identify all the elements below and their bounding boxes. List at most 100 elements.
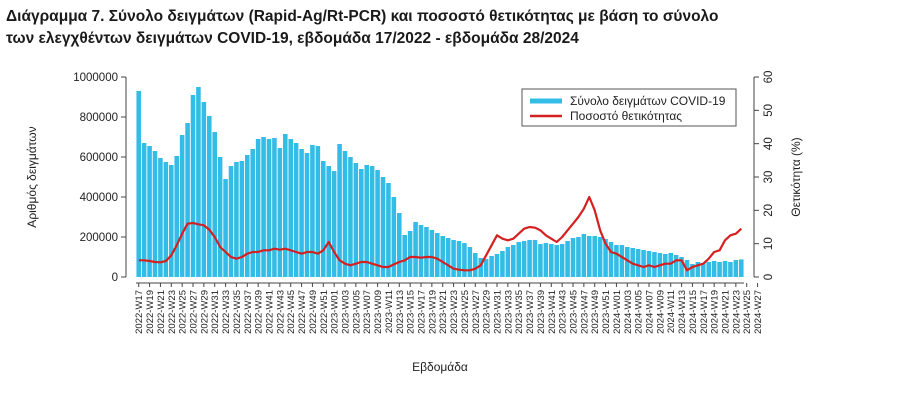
bar	[608, 242, 614, 277]
x-tick-label: 2023-W35	[514, 290, 525, 334]
bar	[462, 243, 467, 277]
positivity-line	[138, 195, 743, 272]
bar	[158, 158, 163, 277]
bar	[581, 234, 587, 277]
x-tick-label: 2023-W23	[449, 290, 460, 334]
bar	[663, 254, 668, 277]
bar	[722, 261, 728, 277]
bar	[283, 134, 288, 277]
x-tick-label: 2024-W21	[721, 290, 732, 334]
y-tick-label: 0	[112, 272, 118, 284]
bar	[169, 165, 174, 277]
bar	[315, 146, 321, 277]
bar	[413, 222, 418, 277]
y-tick-label: 600000	[80, 152, 118, 164]
y2-tick-label: 50	[763, 104, 775, 117]
bar	[147, 146, 152, 277]
x-tick-label: 2022-W33	[221, 290, 232, 334]
bar	[342, 151, 348, 277]
y2-tick-label: 60	[763, 71, 775, 84]
x-tick-label: 2024-W03	[623, 290, 634, 334]
bar	[500, 251, 505, 277]
x-tick-label: 2023-W39	[536, 290, 547, 334]
bar	[261, 137, 266, 277]
bar	[418, 225, 424, 277]
x-tick-label: 2023-W29	[482, 290, 493, 334]
bar	[152, 151, 158, 277]
bar	[272, 138, 277, 277]
bar	[375, 170, 380, 277]
bar	[641, 250, 646, 277]
bar	[733, 260, 739, 277]
bar	[239, 161, 245, 277]
x-tick-label: 2024-W11	[666, 290, 677, 333]
bar	[348, 157, 353, 277]
bar	[489, 256, 494, 277]
bar	[559, 244, 565, 277]
x-tick-label: 2024-W23	[731, 290, 742, 334]
bar	[635, 249, 641, 277]
x-tick-label: 2022-W35	[232, 290, 243, 334]
bar	[467, 247, 473, 277]
bar	[217, 157, 223, 277]
bar	[532, 240, 538, 277]
bar	[386, 183, 391, 277]
x-tick-label: 2023-W33	[503, 290, 514, 334]
bar	[337, 144, 342, 277]
bar	[565, 241, 570, 277]
bar	[179, 135, 185, 277]
bar	[407, 231, 413, 277]
line-series	[138, 195, 743, 272]
bar	[679, 257, 684, 277]
x-tick-label: 2024-W25	[742, 290, 753, 334]
bar	[614, 245, 619, 277]
bar	[521, 241, 527, 277]
x-tick-label: 2022-W39	[254, 290, 265, 334]
x-tick-label: 2022-W25	[178, 290, 189, 334]
y2-tick-label: 10	[763, 237, 775, 250]
x-tick-label: 2024-W01	[612, 290, 623, 334]
x-tick-label: 2024-W17	[699, 290, 710, 334]
x-tick-label: 2023-W27	[471, 290, 482, 334]
legend-box	[521, 88, 737, 127]
y2-axis-title: Θετικότητα (%)	[789, 137, 803, 216]
bar	[136, 91, 141, 277]
bar	[424, 227, 429, 277]
chart-title-line2: των ελεγχθέντων δειγμάτων COVID-19, εβδο…	[6, 30, 579, 47]
bar	[701, 263, 706, 277]
bar	[478, 258, 483, 277]
bar	[646, 251, 652, 277]
x-tick-label: 2024-W05	[634, 290, 645, 334]
bar	[141, 143, 147, 277]
bar	[440, 236, 445, 277]
y-tick-label: 1000000	[73, 72, 118, 84]
bar	[728, 262, 733, 277]
x-tick-label: 2022-W49	[308, 290, 319, 334]
bar	[516, 242, 521, 277]
bar	[429, 230, 435, 277]
y-axis-title: Αριθμός δειγμάτων	[25, 126, 39, 227]
y2-tick-label: 20	[763, 204, 775, 217]
bar	[494, 254, 500, 277]
bar	[445, 238, 451, 277]
bar	[163, 162, 169, 277]
x-tick-label: 2022-W27	[189, 290, 200, 334]
bar	[576, 237, 581, 277]
bar	[185, 123, 190, 277]
x-tick-label: 2022-W17	[134, 290, 145, 334]
x-tick-label: 2022-W19	[145, 290, 156, 334]
bar	[190, 95, 196, 277]
x-tick-label: 2023-W11	[384, 290, 395, 333]
chart-title-line1: Διάγραμμα 7. Σύνολο δειγμάτων (Rapid-Ag/…	[6, 8, 719, 25]
x-tick-label: 2024-W27	[753, 290, 764, 334]
bar	[288, 139, 293, 277]
bar	[625, 247, 630, 277]
bar	[527, 240, 532, 277]
x-tick-label: 2023-W47	[579, 290, 590, 334]
x-tick-label: 2024-W07	[645, 290, 656, 334]
x-tick-label: 2023-W07	[362, 290, 373, 334]
bar	[592, 236, 597, 277]
bar-series	[136, 87, 744, 277]
bar	[228, 166, 234, 277]
